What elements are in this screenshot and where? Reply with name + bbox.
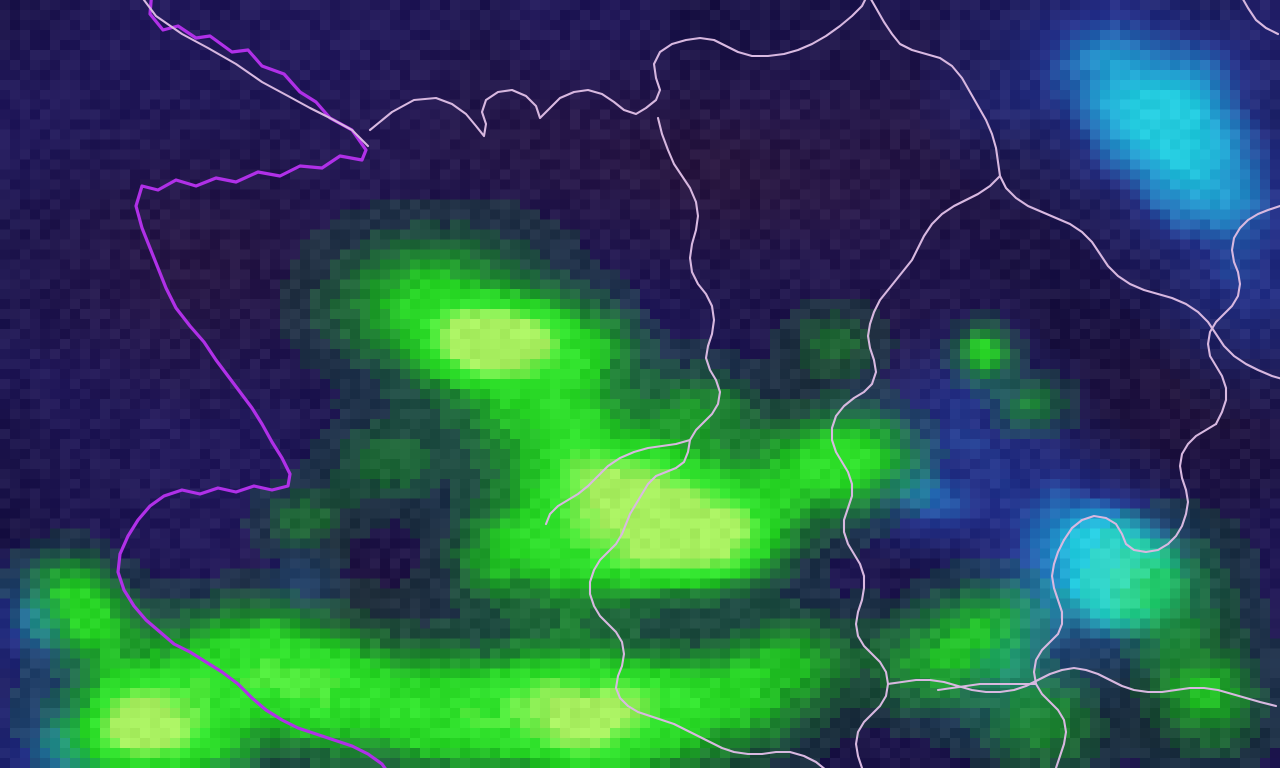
radar-reflectivity-layer: [0, 0, 1280, 768]
radar-map-view[interactable]: Satellite infrared and radar composite s…: [0, 0, 1280, 768]
